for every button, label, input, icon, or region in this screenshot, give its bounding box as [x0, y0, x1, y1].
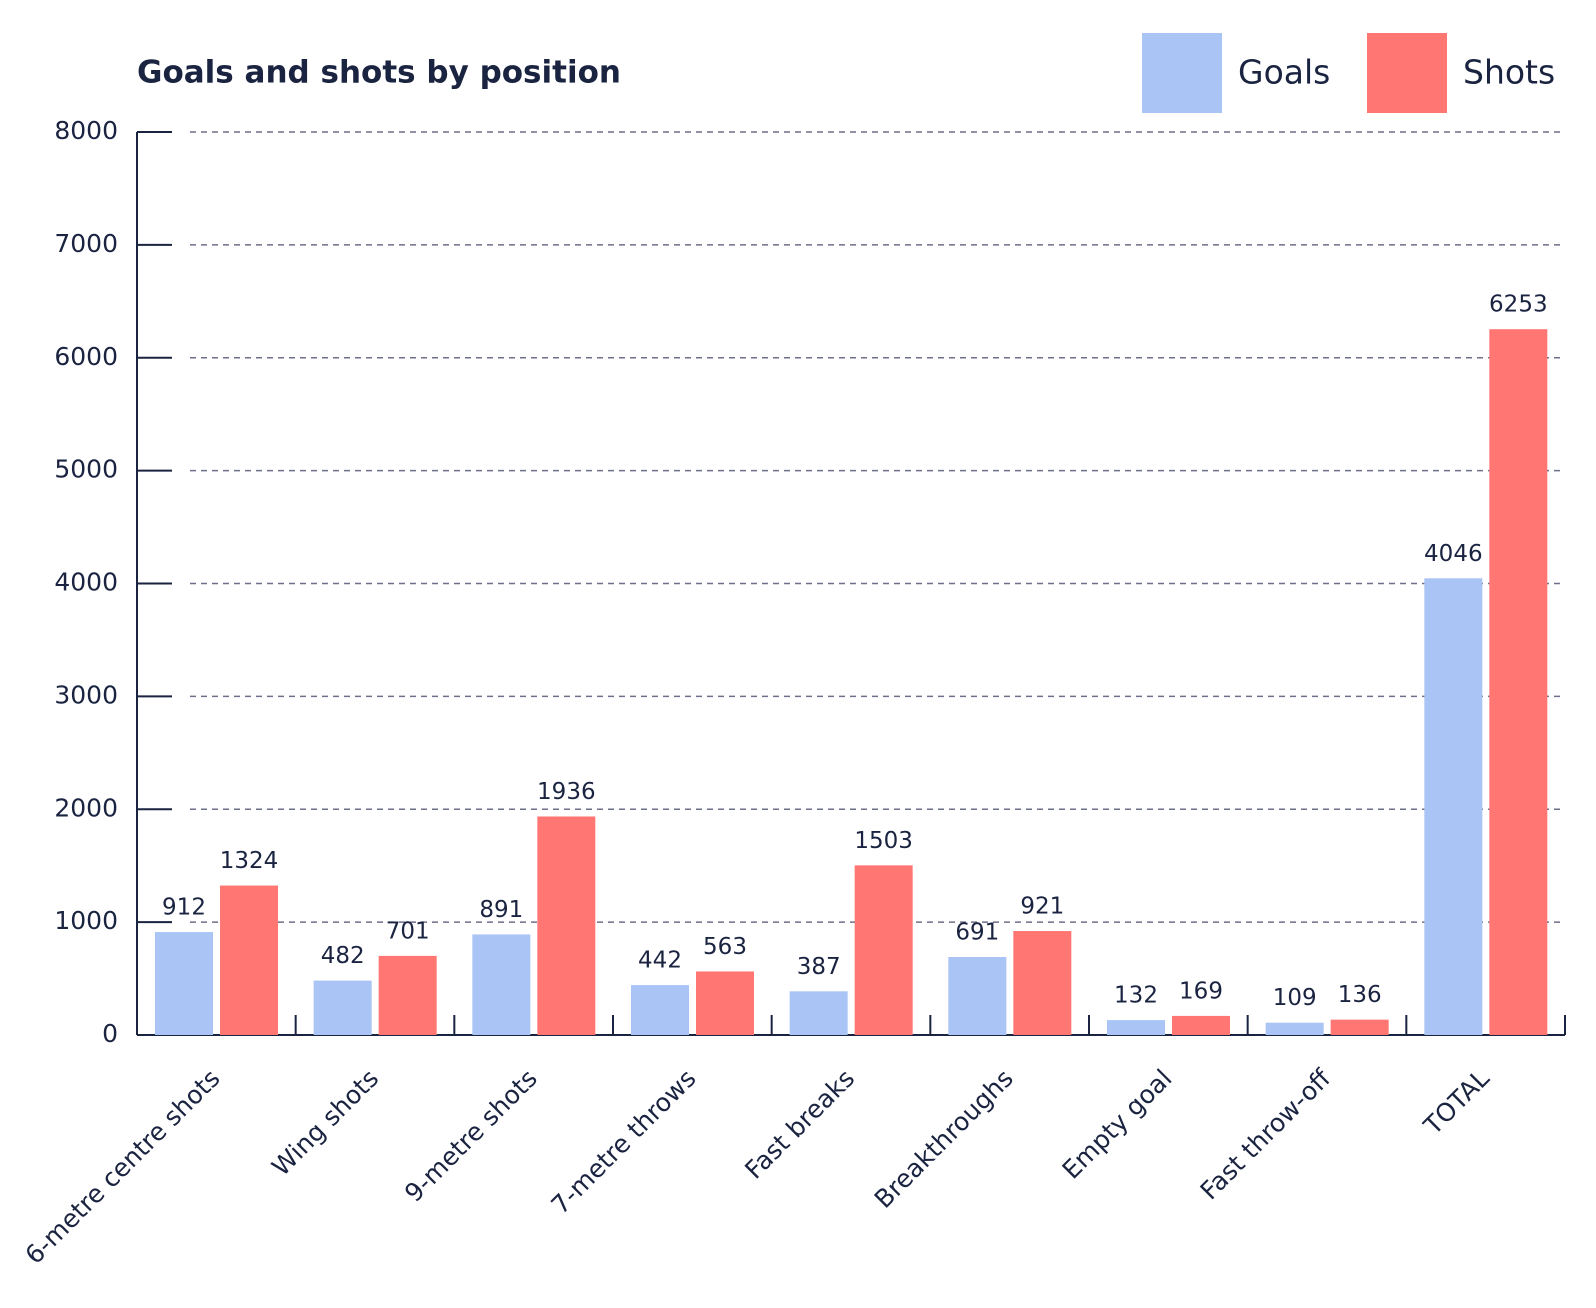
chart-title: Goals and shots by position [137, 55, 621, 91]
bar [472, 934, 531, 1035]
bar [220, 885, 278, 1035]
legend-label: Shots [1463, 53, 1555, 92]
x-tick-label: 9-metre shots [399, 1064, 543, 1208]
legend-label: Goals [1238, 53, 1330, 92]
value-label: 1936 [537, 779, 596, 805]
bar [696, 971, 754, 1035]
value-label: 387 [797, 954, 841, 980]
bar [1172, 1015, 1230, 1035]
bar [1489, 329, 1548, 1035]
bar [313, 980, 372, 1035]
value-label: 691 [955, 920, 999, 946]
y-tick-label: 2000 [54, 793, 118, 822]
bar [948, 957, 1007, 1035]
bar [1013, 931, 1072, 1035]
bar [854, 865, 913, 1035]
x-tick-label: 7-metre throws [545, 1064, 701, 1220]
bar [1107, 1020, 1165, 1035]
value-label: 482 [321, 943, 365, 969]
y-tick-label: 0 [102, 1019, 118, 1048]
y-tick-label: 6000 [54, 342, 118, 371]
bar [155, 932, 213, 1035]
x-tick-label: Breakthroughs [869, 1064, 1019, 1214]
value-label: 6253 [1489, 292, 1548, 318]
y-tick-label: 8000 [54, 116, 118, 145]
y-tick-label: 7000 [54, 229, 118, 258]
bar [789, 991, 848, 1035]
y-tick-label: 3000 [54, 680, 118, 709]
x-tick-label: TOTAL [1418, 1064, 1495, 1141]
x-tick-label: Wing shots [266, 1064, 384, 1182]
value-label: 136 [1338, 982, 1382, 1008]
legend-swatch [1367, 33, 1447, 113]
y-tick-label: 1000 [54, 906, 118, 935]
value-label: 1503 [854, 828, 913, 854]
value-label: 701 [386, 918, 430, 944]
bar [631, 985, 689, 1035]
value-label: 132 [1114, 983, 1158, 1009]
bar [537, 816, 596, 1035]
value-label: 912 [162, 895, 206, 921]
value-label: 442 [638, 948, 682, 974]
x-tick-label: Fast breaks [739, 1064, 860, 1185]
bar [378, 955, 437, 1035]
y-tick-label: 4000 [54, 568, 118, 597]
bar [1424, 578, 1483, 1035]
value-label: 169 [1179, 978, 1223, 1004]
bar [1265, 1022, 1324, 1035]
bar [1330, 1019, 1389, 1035]
x-tick-label: Fast throw-off [1195, 1063, 1337, 1205]
value-label: 4046 [1424, 541, 1483, 567]
value-label: 563 [703, 934, 747, 960]
legend-swatch [1142, 33, 1222, 113]
value-label: 921 [1020, 894, 1064, 920]
y-tick-label: 5000 [54, 455, 118, 484]
value-label: 891 [479, 897, 523, 923]
value-label: 1324 [220, 848, 279, 874]
x-tick-label: Empty goal [1057, 1064, 1178, 1185]
value-label: 109 [1273, 985, 1317, 1011]
x-tick-label: 6-metre centre shots [20, 1064, 226, 1270]
